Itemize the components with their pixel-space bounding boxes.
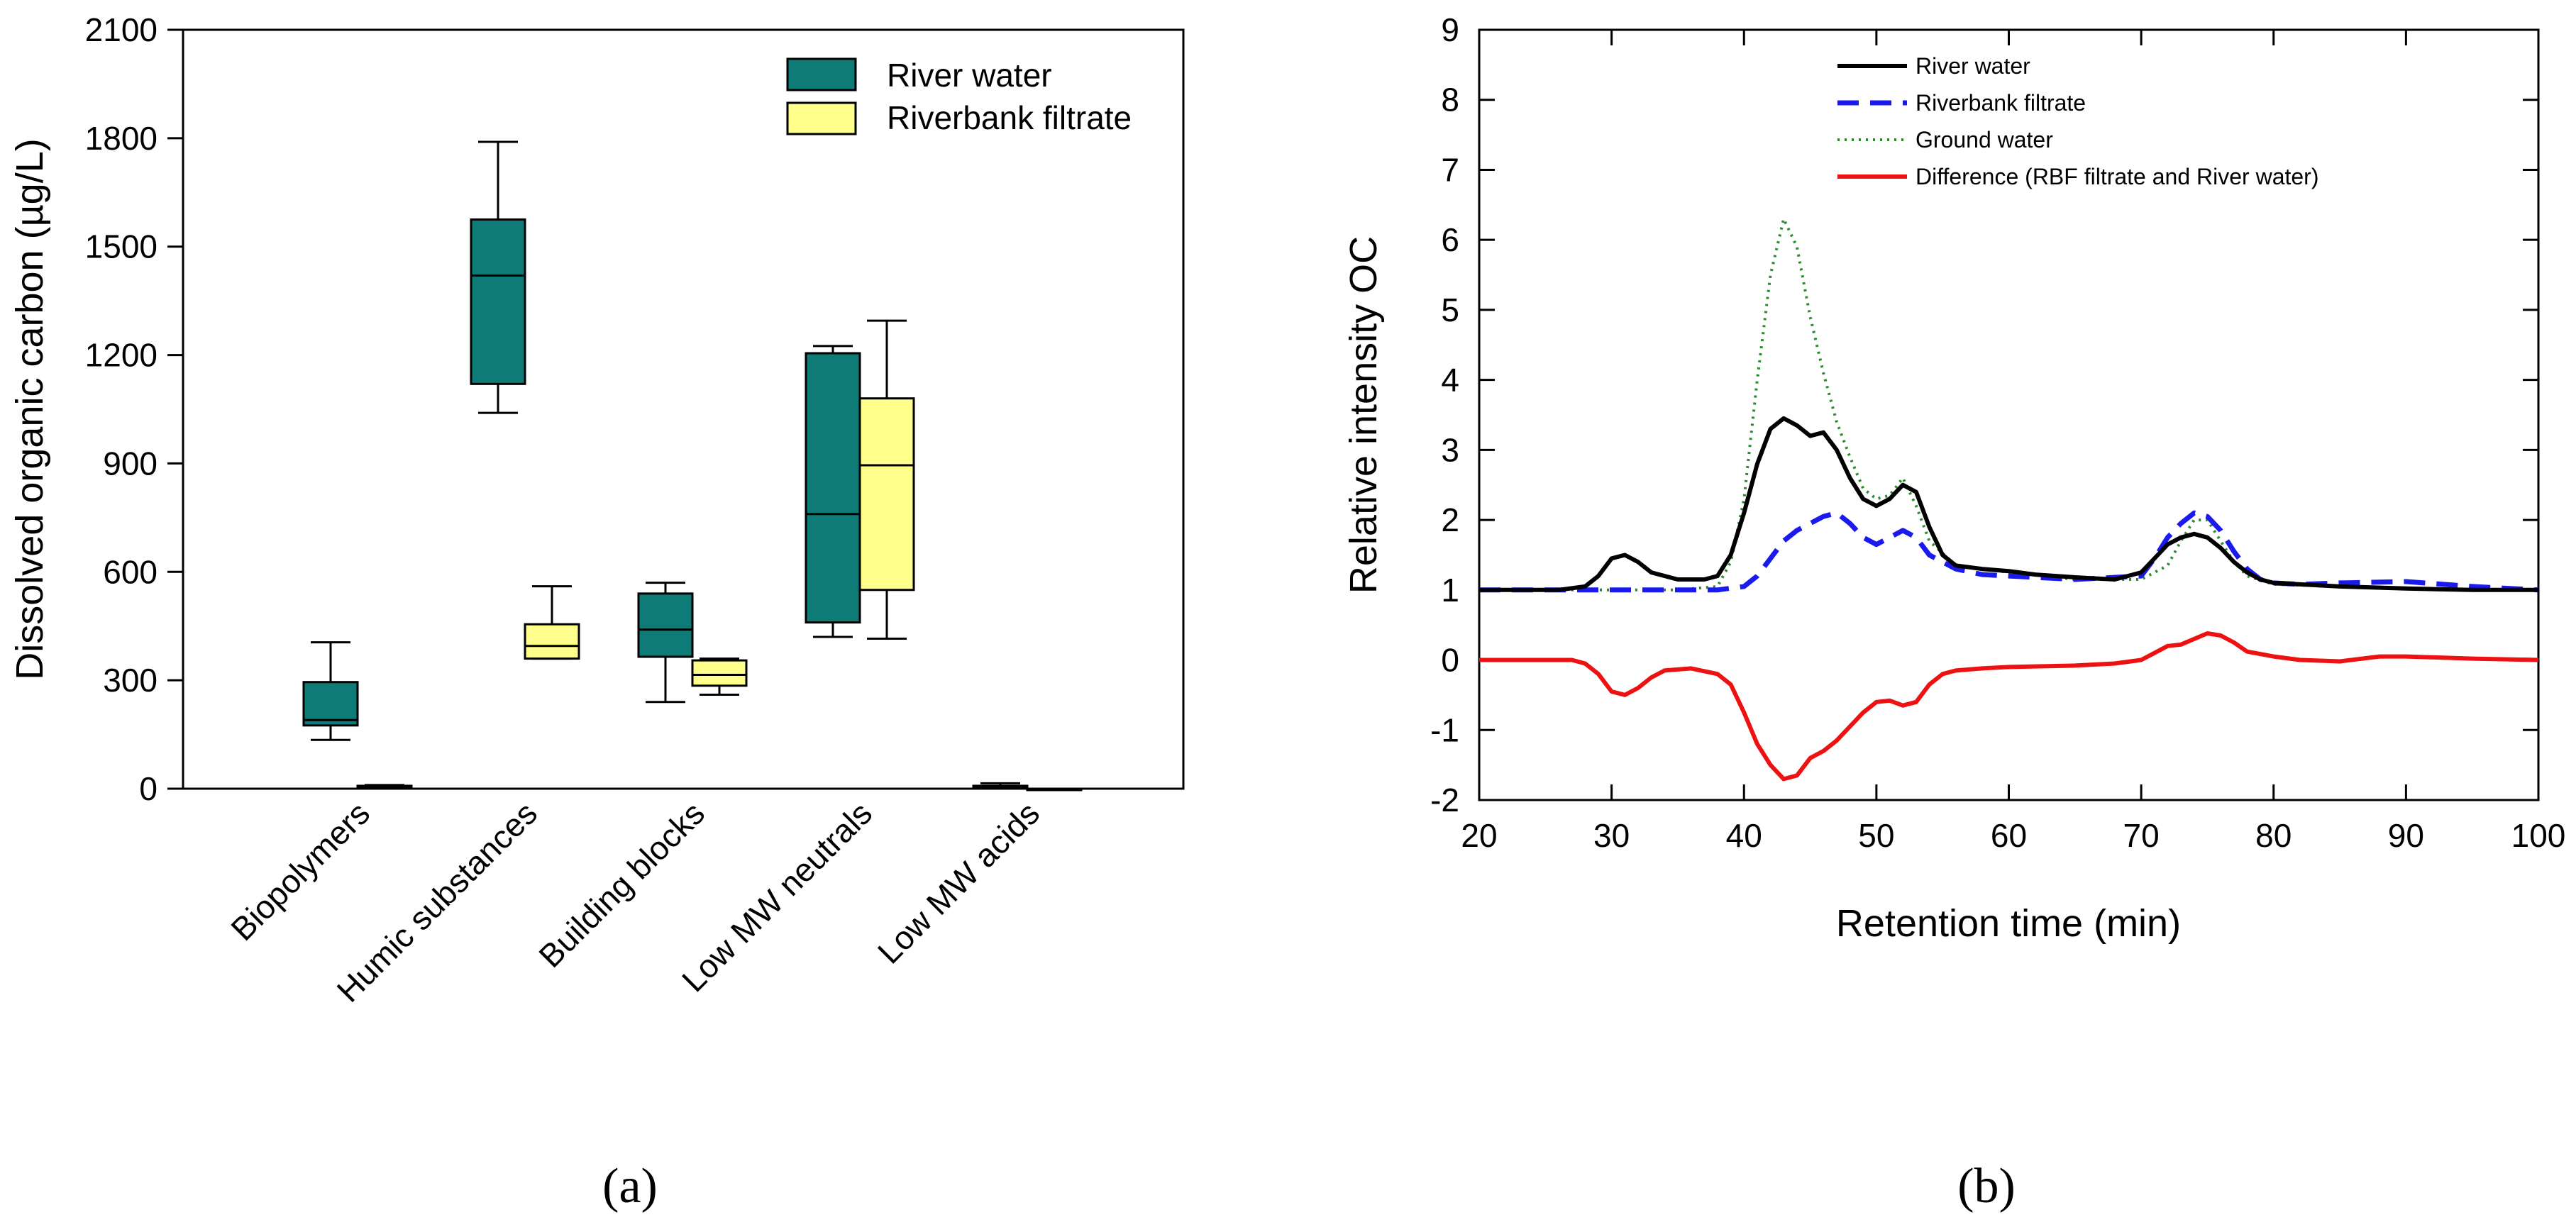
y-tick-label: 900 [103, 445, 157, 482]
category-label-biopolymers: Biopolymers [223, 794, 377, 948]
x-tick-label: 60 [1991, 817, 2027, 854]
legend-label-river-water: River water [1916, 53, 2030, 79]
panel-a-boxes [302, 140, 1083, 792]
y-tick-label: 1200 [85, 337, 157, 374]
panel-a-y-axis-title: Dissolved organic carbon (µg/L) [9, 138, 51, 679]
y-tick-label: 5 [1441, 292, 1459, 328]
legend-label-difference-rbf-filtrate-and-river-water: Difference (RBF filtrate and River water… [1916, 164, 2318, 189]
y-tick-label: 8 [1441, 82, 1459, 118]
y-tick-label: 300 [103, 662, 157, 699]
y-tick-label: -2 [1430, 782, 1459, 818]
y-tick-label: 6 [1441, 221, 1459, 258]
panel-a-legend: River water Riverbank filtrate [786, 57, 1132, 136]
x-tick-label: 90 [2388, 817, 2424, 854]
legend-label-river-water: River water [887, 57, 1052, 94]
panel-b-line-chart: -2 -1 0 1 2 3 4 5 6 7 8 9 20 30 40 50 60 70 80 90 100 Reten… [1342, 11, 2565, 1214]
series-line-ground-water [1479, 217, 2538, 592]
box-riverbank-filtrate-low-mw-neutrals [858, 319, 915, 640]
x-tick-label: 70 [2123, 817, 2160, 854]
box-riverbank-filtrate-humic-substances [524, 585, 580, 660]
series-line-river-water [1479, 416, 2538, 592]
box-iqr [805, 352, 861, 624]
y-tick-label: 2100 [85, 11, 157, 48]
x-tick-label: 40 [1726, 817, 1762, 854]
y-tick-label: 1500 [85, 228, 157, 265]
y-tick-label: 0 [139, 770, 157, 807]
panel-label-b: (b) [1957, 1159, 2016, 1214]
panel-b-series-lines [1479, 217, 2539, 782]
y-tick-label: 1800 [85, 120, 157, 157]
box-iqr [858, 397, 915, 592]
panel-b-y-ticks: -2 -1 0 1 2 3 4 5 6 7 8 9 [1430, 11, 2538, 818]
box-river-water-humic-substances [470, 140, 526, 414]
y-tick-label: 9 [1441, 11, 1459, 48]
legend-label-ground-water: Ground water [1916, 127, 2053, 152]
x-tick-label: 20 [1461, 817, 1497, 854]
panel-a-boxplot: 0 300 600 900 1200 1500 1800 2100 BiopolymersHu… [9, 11, 1185, 1214]
y-tick-label: 2 [1441, 501, 1459, 538]
series-line-riverbank-filtrate [1479, 510, 2539, 593]
legend-swatch-river-water [786, 57, 857, 91]
panel-label-a: (a) [602, 1159, 658, 1214]
panel-a-y-ticks: 0 300 600 900 1200 1500 1800 2100 [85, 11, 183, 807]
box-iqr [470, 218, 526, 385]
category-label-building-blocks: Building blocks [531, 794, 712, 975]
legend-label-riverbank-filtrate: Riverbank filtrate [1916, 90, 2086, 116]
series-line-difference-rbf-filtrate-and-river-water [1479, 631, 2539, 782]
x-tick-label: 50 [1858, 817, 1894, 854]
box-riverbank-filtrate-biopolymers [356, 784, 413, 790]
box-river-water-biopolymers [302, 641, 359, 741]
panel-b-x-axis-title: Retention time (min) [1836, 902, 2181, 945]
y-tick-label: 0 [1441, 642, 1459, 679]
panel-b-y-axis-title: Relative intensity OC [1342, 236, 1385, 594]
y-tick-label: 7 [1441, 151, 1459, 188]
box-river-water-low-mw-acids [972, 782, 1029, 790]
x-tick-label: 30 [1593, 817, 1630, 854]
legend-label-riverbank-filtrate: Riverbank filtrate [887, 99, 1132, 136]
legend-swatch-riverbank-filtrate [786, 101, 857, 135]
y-tick-label: 600 [103, 553, 157, 590]
box-iqr [691, 659, 748, 687]
panel-b-legend: River water Riverbank filtrate Ground wate… [1837, 53, 2318, 189]
y-tick-label: 4 [1441, 362, 1459, 399]
panel-b-x-ticks: 20 30 40 50 60 70 80 90 100 [1461, 30, 2565, 854]
box-river-water-low-mw-neutrals [805, 345, 861, 638]
y-tick-label: 3 [1441, 431, 1459, 468]
box-iqr [524, 623, 580, 660]
y-tick-label: -1 [1430, 711, 1459, 748]
panel-a-frame [182, 28, 1185, 790]
x-tick-label: 80 [2255, 817, 2292, 854]
box-riverbank-filtrate-building-blocks [691, 657, 748, 696]
category-label-low-mw-acids: Low MW acids [870, 794, 1046, 970]
box-iqr [637, 592, 694, 658]
box-iqr [302, 681, 359, 727]
x-tick-label: 100 [2511, 817, 2566, 854]
box-riverbank-filtrate-low-mw-acids [1026, 787, 1083, 792]
y-tick-label: 1 [1441, 572, 1459, 609]
box-river-water-building-blocks [637, 582, 694, 704]
